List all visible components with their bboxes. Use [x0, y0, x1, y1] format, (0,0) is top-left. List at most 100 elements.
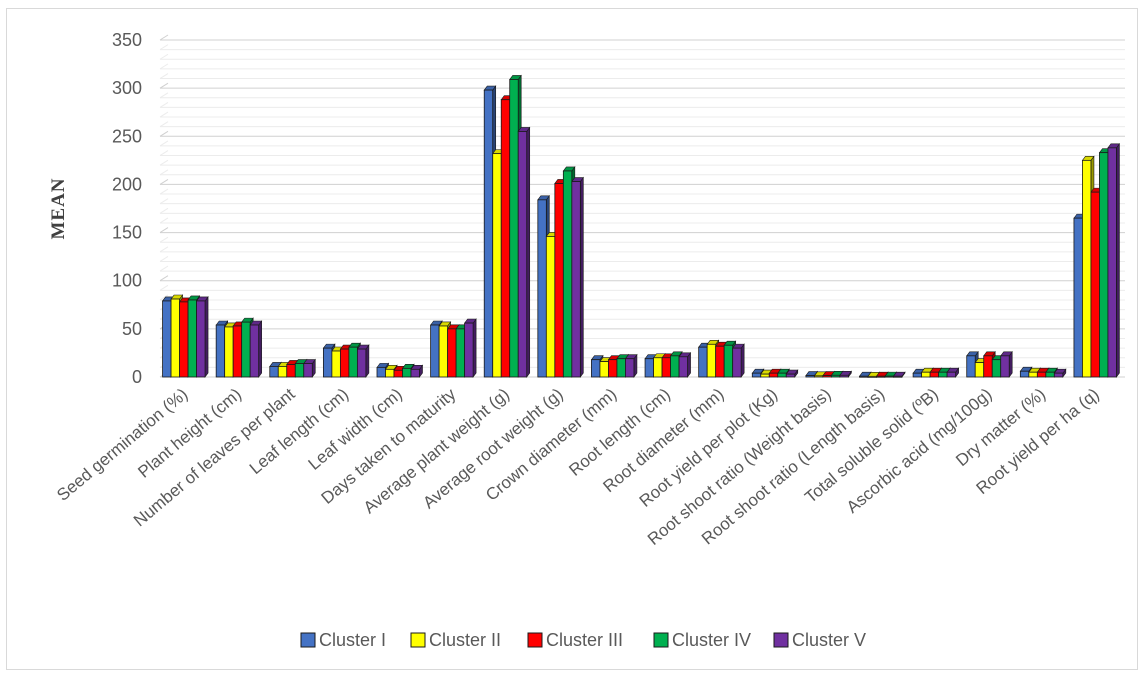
bar: [751, 368, 765, 378]
bar-front: [562, 170, 573, 378]
bar-front: [410, 368, 420, 378]
bar-front: [1000, 355, 1010, 378]
bar-front: [777, 372, 787, 378]
bar-front: [706, 343, 717, 378]
y-tick-label: 250: [112, 126, 142, 146]
bar-front: [644, 358, 654, 378]
bar-front: [215, 324, 226, 378]
bar-front: [554, 183, 564, 378]
bar-front: [322, 347, 333, 378]
bar-front: [162, 300, 172, 378]
gridline-depth: [159, 227, 169, 233]
bar-side: [472, 318, 477, 378]
bar-front: [241, 321, 251, 378]
bar-front: [269, 366, 279, 378]
gridline-depth: [159, 73, 169, 79]
bar-front: [286, 364, 296, 378]
bar: [946, 367, 960, 378]
bar-front: [483, 89, 494, 378]
bar-front: [768, 372, 779, 378]
x-category-label: Leaf length (cm): [246, 385, 352, 479]
gridline-depth: [159, 53, 169, 60]
gridline-depth: [159, 236, 169, 243]
bar-front: [599, 361, 609, 378]
bar-front: [805, 375, 815, 378]
bar-front: [455, 328, 466, 378]
gridline-depth: [159, 92, 169, 99]
legend-item: Cluster IV: [653, 630, 751, 650]
bar: [1000, 350, 1013, 378]
bar-front: [249, 324, 260, 378]
bar-front: [921, 371, 931, 378]
bar-front: [464, 322, 474, 378]
y-tick-label: 0: [132, 367, 142, 387]
bar-front: [385, 368, 395, 378]
legend-swatch: [527, 632, 543, 648]
bar-front: [893, 375, 903, 378]
bar: [624, 353, 638, 378]
bar-front: [830, 374, 841, 378]
bar-front: [751, 372, 762, 378]
bar-front: [356, 348, 367, 378]
bar-front: [938, 371, 948, 378]
bar-side: [365, 344, 370, 378]
bar-side: [1116, 142, 1120, 378]
legend-item: Cluster III: [527, 630, 623, 650]
gridline-depth: [159, 284, 169, 291]
bar-front: [1107, 147, 1117, 378]
bar: [303, 358, 316, 378]
bar-front: [402, 367, 412, 378]
bar-front: [537, 199, 547, 378]
bar-front: [303, 363, 313, 378]
bar-front: [760, 373, 770, 378]
bar-front: [884, 375, 894, 378]
bar: [464, 318, 477, 378]
bar-front: [1019, 370, 1030, 378]
bar: [517, 126, 531, 378]
bar: [356, 344, 370, 378]
bar-front: [991, 359, 1002, 378]
bar-front: [929, 371, 940, 378]
gridline-depth: [159, 207, 169, 214]
bar-front: [500, 99, 511, 378]
gridline-depth: [159, 63, 169, 70]
bar-side: [580, 176, 584, 378]
y-tick-label: 200: [112, 174, 142, 194]
legend-label: Cluster IV: [672, 630, 751, 650]
bar: [785, 369, 799, 378]
gridline-depth: [159, 256, 169, 262]
bar-front: [983, 355, 993, 378]
gridline-depth: [159, 111, 169, 118]
bar-front: [492, 153, 502, 378]
bar-front: [509, 79, 519, 378]
bar-front: [732, 347, 742, 378]
gridline-depth: [159, 179, 169, 185]
bar-front: [232, 325, 243, 378]
legend: Cluster I Cluster II Cluster III Cluster IV…: [300, 630, 866, 650]
gridline-depth: [159, 265, 169, 272]
gridline-depth: [159, 217, 169, 224]
legend-label: Cluster I: [319, 630, 386, 650]
legend-item: Cluster II: [410, 630, 501, 650]
bar-front: [348, 346, 358, 378]
bar: [732, 343, 745, 378]
legend-label: Cluster III: [546, 630, 623, 650]
bar-front: [393, 369, 403, 378]
bar-front: [1053, 372, 1064, 378]
y-tick-label: 350: [112, 30, 142, 50]
bar-front: [670, 355, 680, 378]
bar-front: [517, 131, 528, 378]
bar-front: [946, 371, 957, 378]
bar-front: [822, 375, 832, 378]
bar-front: [608, 359, 618, 378]
bar: [678, 351, 692, 378]
bar-side: [204, 296, 209, 378]
gridlines: [159, 34, 1125, 378]
bar-front: [196, 300, 206, 378]
gridline-depth: [159, 159, 169, 166]
bar-front: [966, 355, 976, 378]
bar: [1107, 142, 1121, 378]
bar-front: [785, 373, 796, 378]
bar: [571, 176, 584, 378]
